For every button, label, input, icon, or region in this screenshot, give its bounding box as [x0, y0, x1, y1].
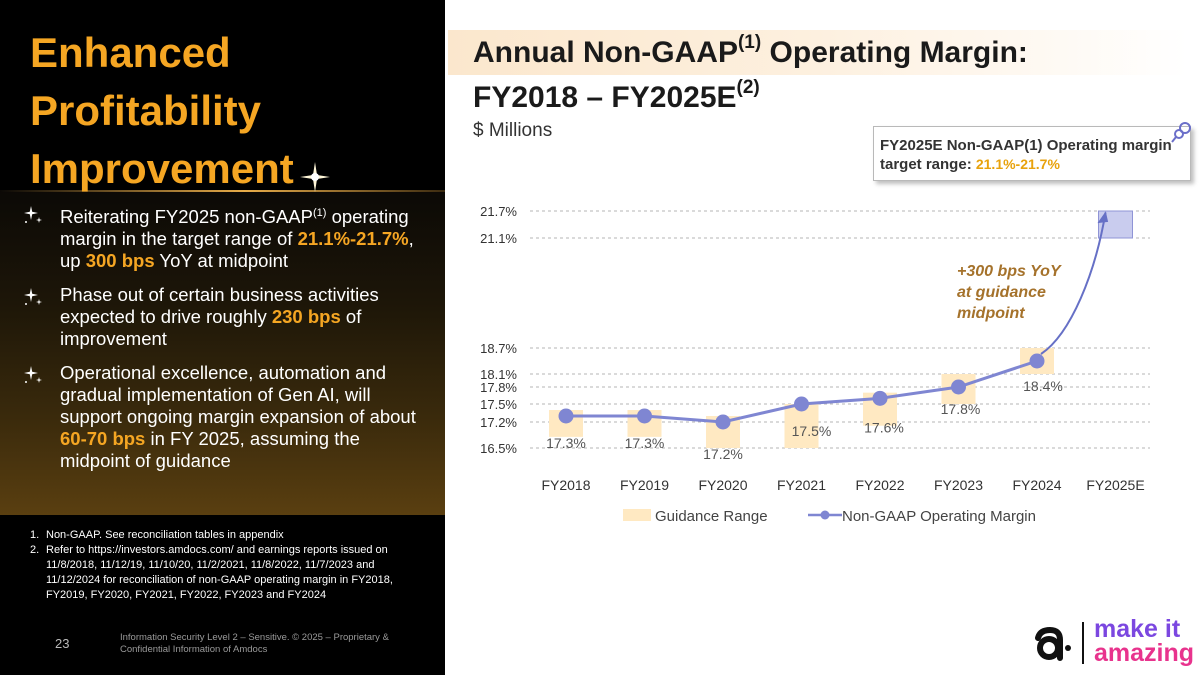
sparkle-bullet-icon — [24, 366, 42, 384]
data-label: 17.3% — [625, 435, 665, 451]
highlight-range: 21.1%-21.7% — [297, 228, 409, 250]
margin-point — [1029, 353, 1045, 369]
title-line: Improvement — [30, 145, 294, 192]
margin-point — [951, 379, 966, 395]
tagline-line2: amazing — [1094, 639, 1195, 667]
section-title: Enhanced Profitability Improvement — [30, 24, 430, 198]
margin-point — [872, 390, 888, 406]
x-tick-label: FY2018 — [541, 477, 590, 493]
bullet-item: Reiterating FY2025 non-GAAP(1) operating… — [22, 202, 432, 272]
x-tick-label: FY2023 — [934, 477, 983, 493]
bullet-item: Phase out of certain business activities… — [22, 284, 432, 350]
bullet-text: YoY at midpoint — [154, 250, 289, 272]
footnote: 2. Refer to https://investors.amdocs.com/… — [30, 543, 430, 603]
data-label: 17.8% — [941, 401, 981, 417]
margin-point — [558, 408, 574, 424]
title-part: Operating Margin: — [761, 36, 1028, 69]
glow-divider — [0, 190, 445, 192]
title-part: FY2018 – FY2025E — [473, 81, 737, 114]
data-label: 18.4% — [1023, 378, 1063, 394]
y-tick-label: 21.7% — [480, 204, 517, 219]
footnote-number: 2. — [30, 544, 40, 556]
pushpin-icon — [1171, 122, 1191, 143]
footnote-ref: (1) — [737, 32, 762, 53]
footnote-text: Non-GAAP. See reconciliation tables in a… — [46, 529, 284, 541]
sparkle-icon — [300, 162, 330, 192]
logo-divider — [1082, 622, 1084, 664]
footnote-ref: (2) — [736, 77, 760, 98]
panel-glow — [0, 190, 445, 515]
y-tick-label: 16.5% — [480, 441, 517, 456]
footnotes: 1. Non-GAAP. See reconciliation tables in… — [30, 528, 430, 603]
bullet-list: Reiterating FY2025 non-GAAP(1) operating… — [22, 202, 432, 484]
title-highlight-band — [448, 30, 1188, 75]
margin-point — [637, 408, 652, 424]
margin-chart: 21.7%21.1%18.7%18.1%17.8%17.5%17.2%16.5%… — [480, 204, 1150, 525]
x-tick-label: FY2025E — [1086, 477, 1144, 493]
bullet-text: Reiterating FY2025 non-GAAP — [60, 206, 313, 228]
callout-text: FY2025E Non-GAAP(1) Operating margin tar… — [880, 137, 1172, 173]
y-tick-label: 17.2% — [480, 415, 517, 430]
highlight-bps: 230 bps — [271, 306, 341, 328]
y-tick-label: 18.1% — [480, 367, 517, 382]
confidentiality-notice: Information Security Level 2 – Sensitive… — [120, 632, 389, 655]
legend-swatch-range — [623, 509, 651, 521]
highlight-bps: 60-70 bps — [60, 428, 146, 450]
page-number: 23 — [55, 636, 70, 651]
title-line: Profitability — [30, 87, 262, 134]
target-range-callout: FY2025E Non-GAAP(1) Operating margin tar… — [873, 126, 1191, 181]
highlight-bps: 300 bps — [85, 250, 155, 272]
bullet-text: in FY 2025, assuming the midpoint of gui… — [60, 428, 360, 472]
x-tick-label: FY2024 — [1012, 477, 1061, 493]
left-panel: Enhanced Profitability Improvement Reite… — [0, 0, 445, 675]
bullet-text: of improvement — [60, 306, 362, 350]
data-label: 17.5% — [792, 423, 832, 439]
legend-label: Guidance Range — [655, 508, 768, 525]
bullet-text: Phase out of certain business activities… — [60, 284, 379, 328]
tagline-line1: make it — [1094, 615, 1181, 643]
x-tick-label: FY2021 — [777, 477, 826, 493]
legend-swatch-marker — [820, 510, 830, 520]
bullet-item: Operational excellence, automation and g… — [22, 362, 432, 472]
growth-arrowhead — [1097, 211, 1109, 224]
x-tick-label: FY2019 — [620, 477, 669, 493]
growth-arrow — [1040, 212, 1107, 355]
x-tick-label: FY2020 — [698, 477, 747, 493]
bullet-text: Operational excellence, automation and g… — [60, 362, 416, 428]
margin-point — [715, 414, 731, 430]
y-tick-label: 21.1% — [480, 231, 517, 246]
margin-point — [794, 396, 809, 412]
sparkle-bullet-icon — [24, 288, 42, 306]
footnote: 1. Non-GAAP. See reconciliation tables in… — [30, 528, 430, 543]
amdocs-logo-icon — [1035, 626, 1071, 661]
title-line: Enhanced — [30, 29, 231, 76]
growth-annotation: at guidance — [957, 284, 1046, 301]
footnote-text: Refer to https://investors.amdocs.com/ a… — [46, 544, 393, 601]
data-label: 17.3% — [546, 435, 586, 451]
data-label: 17.6% — [864, 419, 904, 435]
tagline-logo: make it amazing — [1094, 615, 1195, 667]
title-part: Annual Non-GAAP — [473, 36, 738, 69]
chart-subtitle: $ Millions — [473, 120, 553, 141]
bullet-text: , up — [60, 228, 414, 272]
sparkle-bullet-icon — [24, 206, 42, 223]
footnote-ref: (1) — [312, 207, 327, 219]
legend-label: Non-GAAP Operating Margin — [842, 508, 1036, 525]
y-tick-label: 17.8% — [480, 380, 517, 395]
growth-annotation: +300 bps YoY — [957, 263, 1062, 280]
data-label: 17.2% — [703, 446, 743, 462]
callout-range: 21.1%-21.7% — [975, 156, 1060, 172]
growth-annotation: midpoint — [957, 305, 1025, 322]
bullet-text: operating margin in the target range of — [60, 206, 409, 250]
x-tick-label: FY2022 — [855, 477, 904, 493]
y-tick-label: 17.5% — [480, 397, 517, 412]
y-tick-label: 18.7% — [480, 341, 517, 356]
chart-title: Annual Non-GAAP(1) Operating Margin: FY2… — [473, 30, 1173, 120]
footnote-number: 1. — [30, 529, 40, 541]
